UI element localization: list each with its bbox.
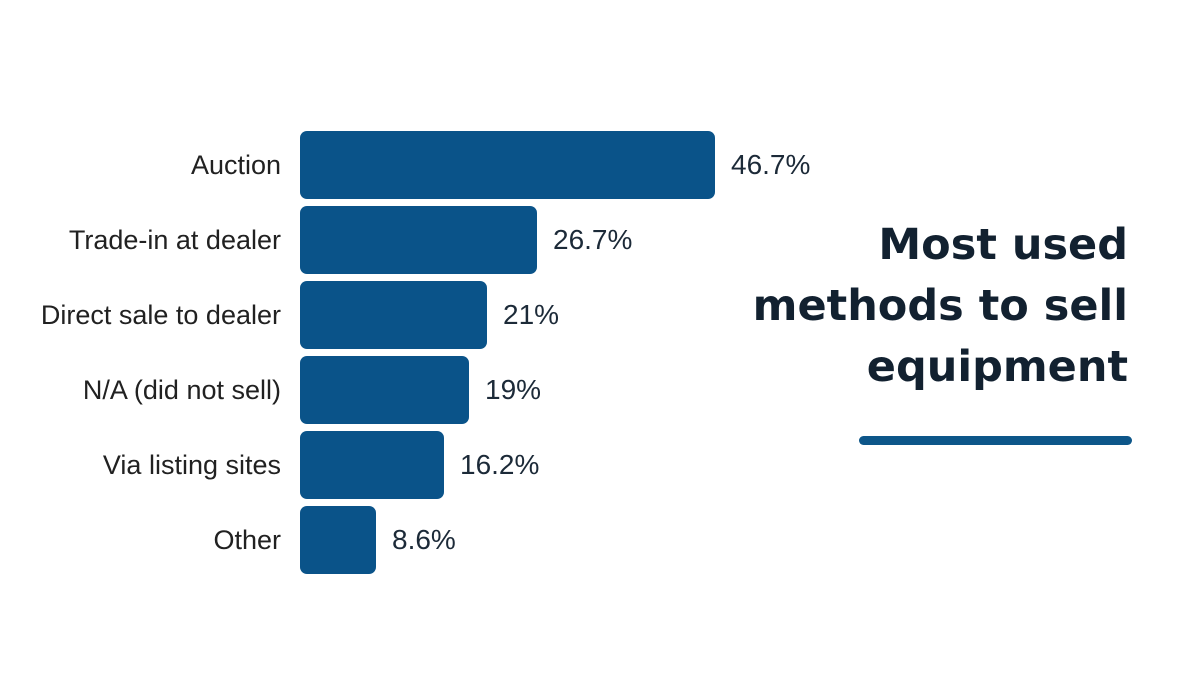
chart-title-line: equipment — [866, 342, 1128, 392]
value-label: 26.7% — [553, 224, 633, 255]
bar — [300, 131, 715, 199]
bar-row: Direct sale to dealer 21% — [0, 281, 1200, 349]
value-label: 16.2% — [460, 449, 540, 480]
category-label: Direct sale to dealer — [40, 300, 281, 330]
value-label: 46.7% — [731, 149, 811, 180]
bar — [300, 431, 444, 499]
category-label: Other — [213, 525, 281, 555]
bar — [300, 281, 487, 349]
category-label: Trade-in at dealer — [68, 225, 281, 255]
bar-row: Auction 46.7% — [0, 131, 1200, 199]
category-label: Via listing sites — [102, 450, 281, 480]
bar-row: Trade-in at dealer 26.7% — [0, 206, 1200, 274]
value-label: 21% — [503, 299, 560, 330]
chart-title-line: Most used — [878, 220, 1128, 270]
bar — [300, 206, 537, 274]
value-label: 19% — [485, 374, 542, 405]
bar-row: N/A (did not sell) 19% — [0, 356, 1200, 424]
bar — [300, 506, 376, 574]
title-underline-accent — [859, 436, 1132, 445]
chart-title: Most used methods to sell equipment — [648, 215, 1128, 398]
value-label: 8.6% — [392, 524, 456, 555]
bar-row: Via listing sites 16.2% — [0, 431, 1200, 499]
chart-title-line: methods to sell — [752, 281, 1128, 331]
bar-row: Other 8.6% — [0, 506, 1200, 574]
category-label: Auction — [190, 150, 281, 180]
category-label: N/A (did not sell) — [82, 375, 281, 405]
bar — [300, 356, 469, 424]
